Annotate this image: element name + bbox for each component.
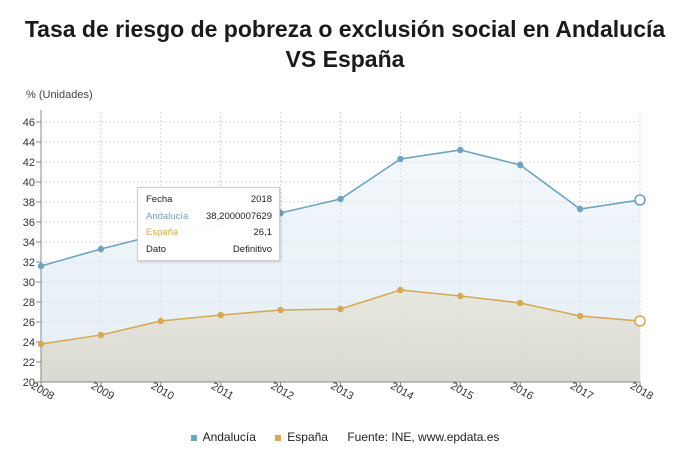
y-tick-label: 28	[23, 297, 35, 309]
data-point-espana-highlighted	[634, 315, 646, 327]
data-point-espana	[576, 312, 584, 320]
data-point-espana	[517, 299, 524, 307]
tooltip-value: 2018	[250, 194, 272, 205]
line-chart: 20 22 24 26 28 30 32 34 36 38 40 42 44 46 2008 2009 2010…	[23, 110, 655, 403]
data-point-espana	[37, 340, 45, 348]
area-espana	[41, 290, 640, 382]
tooltip-label: Andalucía	[146, 210, 189, 222]
chart-tooltip: Fecha 2018 Andalucía 38,2000007629 Españ…	[137, 187, 280, 261]
tooltip-value: 38,2000007629	[205, 210, 272, 222]
data-point-andalucia	[37, 262, 45, 270]
data-point-espana	[277, 306, 284, 314]
legend-item-espana[interactable]: España	[275, 430, 328, 444]
y-tick-label: 32	[23, 257, 35, 269]
tooltip-row-date: Fecha 2018	[146, 194, 272, 211]
data-point-espana	[97, 331, 105, 339]
areas	[41, 150, 640, 382]
x-tick-label: 2008	[29, 380, 56, 403]
y-tick-label: 40	[23, 177, 35, 189]
x-tick-label: 2013	[328, 380, 355, 403]
x-tick-label: 2011	[209, 380, 235, 402]
data-point-andalucia	[517, 161, 524, 169]
data-point-andalucia	[457, 146, 464, 154]
tooltip-row-dato: Dato Definitivo	[146, 244, 272, 261]
tooltip-value: Definitivo	[232, 243, 272, 255]
data-point-espana	[457, 292, 464, 300]
legend-swatch-andalucia	[190, 434, 197, 441]
y-tick-label: 44	[23, 137, 35, 149]
data-point-andalucia	[337, 195, 344, 203]
y-tick-label: 46	[23, 117, 35, 129]
x-tick-label: 2015	[448, 380, 475, 403]
data-point-andalucia-highlighted	[634, 194, 646, 206]
y-tick-label: 30	[23, 277, 35, 289]
y-axis-label: % (Unidades)	[26, 89, 93, 101]
legend-item-andalucia[interactable]: Andalucía	[190, 430, 256, 444]
tooltip-row-andalucia: Andalucía 38,2000007629	[146, 211, 272, 228]
source-note: Fuente: INE, www.epdata.es	[347, 430, 500, 444]
y-tick-label: 36	[23, 217, 35, 229]
tooltip-value: 26,1	[253, 227, 273, 238]
y-tick-label: 20	[23, 377, 35, 389]
data-point-espana	[157, 317, 164, 325]
y-tick-label: 42	[23, 157, 35, 169]
y-tick-label: 22	[23, 357, 35, 369]
x-tick-label: 2016	[508, 380, 535, 403]
chart-legend: Andalucía España Fuente: INE, www.epdata…	[0, 430, 690, 444]
y-tick-label: 38	[23, 197, 35, 209]
x-tick-label: 2018	[628, 380, 655, 403]
x-tick-label: 2010	[149, 380, 176, 403]
chart-title-line2: VS España	[285, 46, 405, 72]
y-tick-label: 34	[23, 237, 35, 249]
legend-label: España	[287, 430, 328, 444]
data-point-andalucia	[97, 245, 105, 253]
x-tick-label: 2009	[89, 380, 116, 403]
x-tick-label: 2012	[268, 380, 295, 403]
y-tick-label: 26	[23, 317, 35, 329]
data-point-espana	[337, 305, 344, 313]
chart-title: Tasa de riesgo de pobreza o exclusión so…	[0, 14, 690, 74]
legend-label: Andalucía	[202, 430, 256, 444]
data-point-andalucia	[576, 205, 584, 213]
data-point-espana	[397, 286, 404, 294]
tooltip-label: Dato	[146, 243, 167, 255]
tooltip-label: Fecha	[146, 194, 173, 205]
data-point-espana	[217, 311, 224, 319]
y-tick-label: 24	[23, 337, 35, 349]
chart-title-line1: Tasa de riesgo de pobreza o exclusión so…	[24, 16, 666, 42]
x-tick-label: 2017	[568, 380, 595, 403]
legend-swatch-espana	[275, 434, 282, 441]
data-point-andalucia	[397, 155, 404, 163]
tooltip-row-espana: España 26,1	[146, 227, 272, 244]
tooltip-label: España	[146, 227, 179, 238]
x-tick-label: 2014	[388, 380, 415, 403]
